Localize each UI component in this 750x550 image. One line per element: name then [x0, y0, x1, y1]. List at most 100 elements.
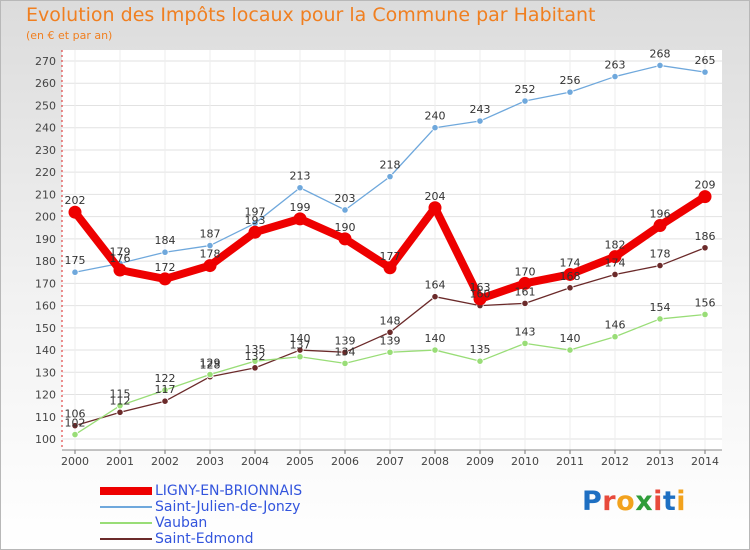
- legend-swatch: [100, 538, 152, 540]
- data-point: [566, 346, 574, 354]
- data-label: 202: [65, 194, 86, 207]
- data-point: [116, 408, 124, 416]
- data-point: [161, 386, 169, 394]
- y-tick-label: 200: [35, 211, 56, 224]
- x-tick-label: 2006: [331, 455, 359, 468]
- x-tick-label: 2008: [421, 455, 449, 468]
- data-label: 129: [200, 357, 221, 370]
- x-tick-label: 2014: [691, 455, 719, 468]
- data-point: [656, 61, 664, 70]
- data-point: [701, 244, 709, 252]
- y-tick-label: 190: [35, 233, 56, 246]
- logo-letter: r: [602, 486, 617, 517]
- data-point: [341, 359, 349, 367]
- data-label: 187: [200, 228, 221, 241]
- data-point: [71, 430, 79, 439]
- plot-area: [62, 50, 722, 450]
- data-point: [341, 348, 349, 356]
- data-point: [518, 276, 532, 290]
- data-label: 256: [560, 74, 581, 87]
- data-label: 268: [650, 47, 671, 60]
- data-label: 177: [380, 250, 401, 263]
- logo-letter: t: [662, 486, 677, 517]
- legend-label: Vauban: [155, 515, 208, 531]
- logo-letter: i: [653, 486, 663, 517]
- data-point: [161, 397, 169, 405]
- x-tick-label: 2001: [106, 455, 134, 468]
- data-point: [521, 339, 529, 347]
- data-label: 140: [425, 332, 446, 345]
- data-point: [68, 205, 82, 219]
- x-tick-label: 2010: [511, 455, 539, 468]
- data-point: [71, 268, 79, 276]
- data-point: [473, 292, 487, 306]
- data-label: 172: [155, 261, 176, 274]
- y-tick-label: 120: [35, 389, 56, 402]
- y-tick-label: 240: [35, 122, 56, 135]
- data-label: 154: [650, 301, 671, 314]
- data-label: 148: [380, 314, 401, 327]
- data-label: 137: [290, 339, 311, 352]
- data-point: [161, 248, 169, 256]
- data-point: [296, 184, 304, 192]
- data-point: [701, 310, 709, 319]
- data-label: 196: [650, 208, 671, 221]
- data-label: 178: [200, 248, 221, 261]
- data-label: 164: [425, 279, 446, 292]
- data-label: 204: [425, 190, 446, 203]
- legend-swatch: [100, 522, 152, 524]
- data-point: [656, 261, 664, 270]
- x-tick-label: 2000: [61, 455, 89, 468]
- data-label: 140: [560, 332, 581, 345]
- data-point: [71, 422, 79, 430]
- y-tick-label: 260: [35, 77, 56, 90]
- data-point: [251, 357, 259, 365]
- data-label: 170: [515, 265, 536, 278]
- data-label: 161: [515, 285, 536, 298]
- data-point: [248, 225, 262, 239]
- chart-subtitle: (en € et par an): [26, 29, 113, 42]
- legend-label: LIGNY-EN-BRIONNAIS: [155, 483, 303, 499]
- data-label: 102: [65, 417, 86, 430]
- data-point: [431, 124, 439, 132]
- x-tick-label: 2012: [601, 455, 629, 468]
- data-point: [383, 261, 397, 275]
- data-label: 197: [245, 205, 266, 218]
- data-point: [611, 333, 619, 341]
- y-tick-label: 150: [35, 322, 56, 335]
- y-tick-label: 250: [35, 99, 56, 112]
- y-tick-label: 210: [35, 188, 56, 201]
- data-label: 240: [425, 110, 446, 123]
- data-label: 139: [380, 334, 401, 347]
- data-point: [431, 293, 439, 301]
- y-tick-label: 130: [35, 366, 56, 379]
- data-label: 140: [290, 332, 311, 345]
- proxiti-logo: Proxiti: [582, 486, 686, 517]
- data-point: [113, 263, 127, 277]
- data-label: 175: [65, 254, 86, 267]
- x-tick-label: 2002: [151, 455, 179, 468]
- data-point: [611, 270, 619, 279]
- y-tick-label: 220: [35, 166, 56, 179]
- data-point: [386, 173, 394, 181]
- data-point: [566, 284, 574, 292]
- logo-letter: x: [635, 486, 654, 517]
- data-point: [566, 88, 574, 96]
- data-label: 163: [470, 281, 491, 294]
- data-label: 209: [695, 179, 716, 192]
- legend-swatch: [100, 506, 152, 508]
- data-point: [296, 353, 304, 361]
- data-label: 134: [335, 345, 356, 358]
- data-point: [251, 364, 259, 372]
- logo-letter: P: [582, 486, 603, 517]
- data-label: 132: [245, 350, 266, 363]
- data-label: 203: [335, 192, 356, 205]
- x-tick-label: 2004: [241, 455, 269, 468]
- data-label: 190: [335, 221, 356, 234]
- data-label: 174: [560, 256, 581, 269]
- data-point: [476, 117, 484, 125]
- grid-layer: [62, 50, 722, 450]
- y-tick-label: 100: [35, 433, 56, 446]
- axes-layer: 1001101201301401501601701801902002102202…: [35, 50, 722, 468]
- x-tick-label: 2013: [646, 455, 674, 468]
